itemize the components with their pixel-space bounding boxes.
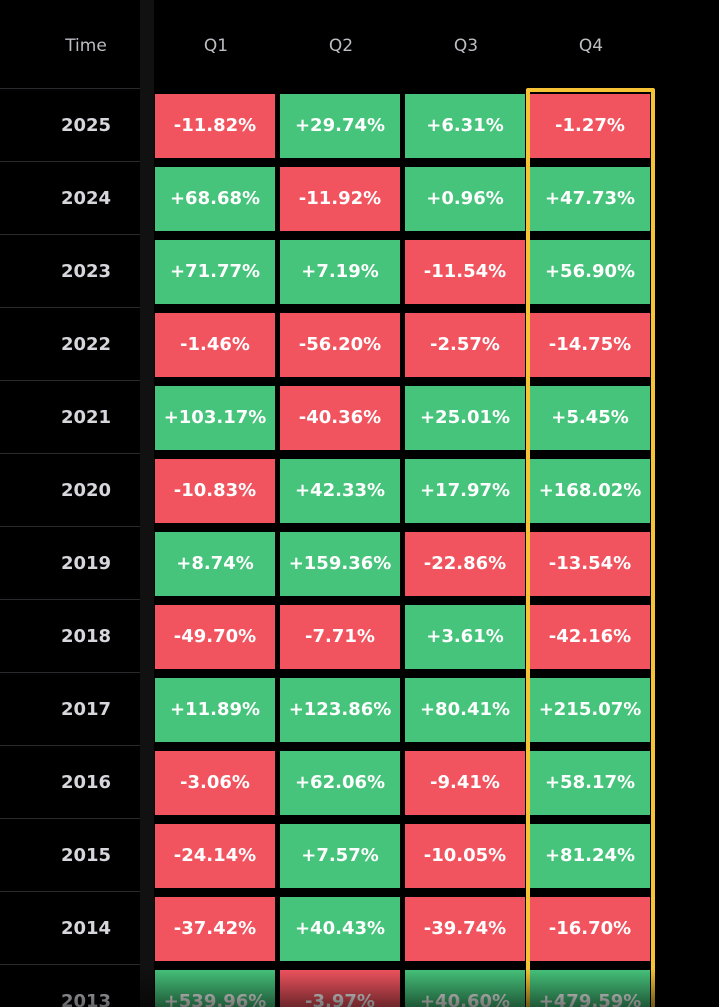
cell-2014-q3[interactable]: -39.74% — [405, 897, 525, 961]
cell-2015-q2[interactable]: +7.57% — [280, 824, 400, 888]
row-separator — [0, 234, 140, 235]
row-separator — [0, 891, 140, 892]
cell-2014-q2[interactable]: +40.43% — [280, 897, 400, 961]
row-separator — [0, 672, 140, 673]
cell-2024-q4[interactable]: +47.73% — [530, 167, 650, 231]
cell-2015-q3[interactable]: -10.05% — [405, 824, 525, 888]
cell-2013-q4[interactable]: +479.59% — [530, 970, 650, 1007]
year-label-2025: 2025 — [60, 115, 112, 136]
cell-2020-q4[interactable]: +168.02% — [530, 459, 650, 523]
row-separator — [0, 88, 140, 89]
cell-2019-q1[interactable]: +8.74% — [155, 532, 275, 596]
year-column — [0, 0, 140, 1007]
cell-2013-q3[interactable]: +40.60% — [405, 970, 525, 1007]
cell-2025-q4[interactable]: -1.27% — [530, 94, 650, 158]
cell-2023-q3[interactable]: -11.54% — [405, 240, 525, 304]
cell-2019-q4[interactable]: -13.54% — [530, 532, 650, 596]
cell-2018-q4[interactable]: -42.16% — [530, 605, 650, 669]
cell-2017-q3[interactable]: +80.41% — [405, 678, 525, 742]
year-label-2023: 2023 — [60, 261, 112, 282]
cell-2016-q4[interactable]: +58.17% — [530, 751, 650, 815]
cell-2016-q2[interactable]: +62.06% — [280, 751, 400, 815]
year-label-2019: 2019 — [60, 553, 112, 574]
cell-2017-q1[interactable]: +11.89% — [155, 678, 275, 742]
cell-2017-q2[interactable]: +123.86% — [280, 678, 400, 742]
cell-2022-q1[interactable]: -1.46% — [155, 313, 275, 377]
cell-2014-q4[interactable]: -16.70% — [530, 897, 650, 961]
year-label-2020: 2020 — [60, 480, 112, 501]
cell-2025-q2[interactable]: +29.74% — [280, 94, 400, 158]
cell-2018-q1[interactable]: -49.70% — [155, 605, 275, 669]
cell-2013-q1[interactable]: +539.96% — [155, 970, 275, 1007]
cell-2021-q1[interactable]: +103.17% — [155, 386, 275, 450]
cell-2017-q4[interactable]: +215.07% — [530, 678, 650, 742]
column-header-q1: Q1 — [203, 36, 229, 56]
year-label-2021: 2021 — [60, 407, 112, 428]
cell-2023-q2[interactable]: +7.19% — [280, 240, 400, 304]
cell-2021-q3[interactable]: +25.01% — [405, 386, 525, 450]
column-divider — [140, 0, 154, 1007]
cell-2015-q1[interactable]: -24.14% — [155, 824, 275, 888]
cell-2019-q2[interactable]: +159.36% — [280, 532, 400, 596]
year-label-2024: 2024 — [60, 188, 112, 209]
row-separator — [0, 964, 140, 965]
cell-2024-q3[interactable]: +0.96% — [405, 167, 525, 231]
year-label-2013: 2013 — [60, 991, 112, 1007]
cell-2020-q2[interactable]: +42.33% — [280, 459, 400, 523]
cell-2021-q2[interactable]: -40.36% — [280, 386, 400, 450]
cell-2018-q3[interactable]: +3.61% — [405, 605, 525, 669]
cell-2018-q2[interactable]: -7.71% — [280, 605, 400, 669]
row-separator — [0, 818, 140, 819]
cell-2021-q4[interactable]: +5.45% — [530, 386, 650, 450]
time-column-header: Time — [65, 36, 107, 56]
cell-2023-q1[interactable]: +71.77% — [155, 240, 275, 304]
row-separator — [0, 453, 140, 454]
cell-2025-q1[interactable]: -11.82% — [155, 94, 275, 158]
year-label-2015: 2015 — [60, 845, 112, 866]
cell-2022-q2[interactable]: -56.20% — [280, 313, 400, 377]
year-label-2014: 2014 — [60, 918, 112, 939]
year-label-2018: 2018 — [60, 626, 112, 647]
row-separator — [0, 526, 140, 527]
cell-2022-q3[interactable]: -2.57% — [405, 313, 525, 377]
cell-2024-q2[interactable]: -11.92% — [280, 167, 400, 231]
cell-2016-q3[interactable]: -9.41% — [405, 751, 525, 815]
row-separator — [0, 380, 140, 381]
cell-2016-q1[interactable]: -3.06% — [155, 751, 275, 815]
cell-2015-q4[interactable]: +81.24% — [530, 824, 650, 888]
year-label-2017: 2017 — [60, 699, 112, 720]
cell-2013-q2[interactable]: -3.97% — [280, 970, 400, 1007]
row-separator — [0, 599, 140, 600]
column-header-q3: Q3 — [453, 36, 479, 56]
column-header-q2: Q2 — [328, 36, 354, 56]
row-separator — [0, 745, 140, 746]
column-header-q4: Q4 — [578, 36, 604, 56]
cell-2025-q3[interactable]: +6.31% — [405, 94, 525, 158]
row-separator — [0, 307, 140, 308]
cell-2020-q3[interactable]: +17.97% — [405, 459, 525, 523]
row-separator — [0, 161, 140, 162]
year-label-2016: 2016 — [60, 772, 112, 793]
year-label-2022: 2022 — [60, 334, 112, 355]
cell-2022-q4[interactable]: -14.75% — [530, 313, 650, 377]
cell-2020-q1[interactable]: -10.83% — [155, 459, 275, 523]
cell-2024-q1[interactable]: +68.68% — [155, 167, 275, 231]
cell-2019-q3[interactable]: -22.86% — [405, 532, 525, 596]
cell-2023-q4[interactable]: +56.90% — [530, 240, 650, 304]
cell-2014-q1[interactable]: -37.42% — [155, 897, 275, 961]
